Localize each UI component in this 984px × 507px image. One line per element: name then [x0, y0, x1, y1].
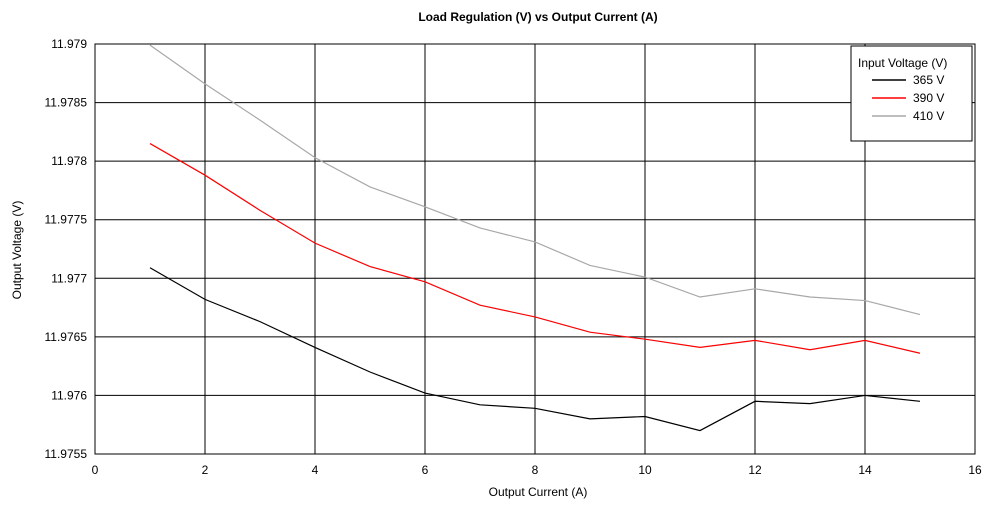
- series-line-390-v: [149, 143, 921, 354]
- series-line-410-v: [149, 44, 921, 316]
- legend-entry-label: 410 V: [913, 109, 944, 123]
- y-tick-label: 11.9755: [45, 447, 88, 461]
- y-tick-label: 11.977: [51, 271, 87, 285]
- x-tick-label: 12: [748, 463, 762, 477]
- legend-items: 365 V 390 V 410 V: [872, 73, 944, 123]
- x-tick-label: 6: [422, 463, 429, 477]
- y-tick-label: 11.9775: [45, 213, 88, 227]
- chart-title: Load Regulation (V) vs Output Current (A…: [418, 10, 657, 24]
- legend-title: Input Voltage (V): [858, 56, 947, 70]
- legend-entry-label: 390 V: [913, 91, 944, 105]
- x-tick-label: 0: [92, 463, 99, 477]
- legend-entry-label: 365 V: [913, 73, 944, 87]
- x-tick-label: 16: [968, 463, 982, 477]
- y-tick-label: 11.9765: [45, 330, 88, 344]
- x-axis-label: Output Current (A): [489, 485, 588, 499]
- legend-box: [850, 45, 973, 142]
- series-layer: [149, 44, 921, 432]
- y-tick-label: 11.978: [51, 154, 87, 168]
- legend: Input Voltage (V) 365 V 390 V 410 V: [850, 45, 973, 142]
- plot-frame: [94, 43, 976, 455]
- y-tick-label: 11.9785: [45, 96, 88, 110]
- x-tick-label: 10: [638, 463, 652, 477]
- y-axis-label: Output Voltage (V): [10, 201, 24, 300]
- tick-label-layer: 0 2 4 6 8 10 12 14 16 11.9755 11.976 11.9765 11.977 1…: [45, 37, 982, 477]
- x-tick-label: 2: [202, 463, 209, 477]
- series-line-365-v: [149, 267, 921, 432]
- x-tick-label: 4: [312, 463, 319, 477]
- x-tick-label: 14: [858, 463, 872, 477]
- y-tick-label: 11.976: [51, 388, 87, 402]
- y-tick-label: 11.979: [51, 37, 87, 51]
- x-tick-label: 8: [532, 463, 539, 477]
